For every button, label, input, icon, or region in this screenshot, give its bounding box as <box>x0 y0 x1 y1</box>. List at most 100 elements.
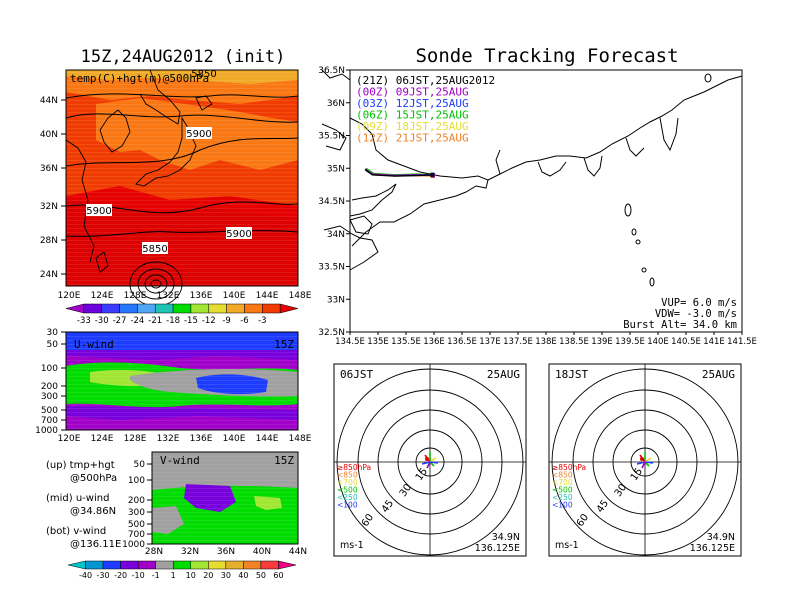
note-key: (up) tmp+hgt <box>46 460 115 471</box>
colorbar-label: -27 <box>113 316 127 326</box>
contour-label: 5850 <box>191 69 216 80</box>
lon-tick-label: 148E <box>289 434 312 444</box>
lat-tick-label: 40N <box>40 130 58 140</box>
lat-tick-label: 35.5N <box>318 132 345 142</box>
colorbar-label: -15 <box>184 316 198 326</box>
lat-tick-label: 36N <box>40 164 58 174</box>
right-title: Sonde Tracking Forecast <box>415 45 678 67</box>
polar-time: 06JST <box>340 368 373 381</box>
level-legend: <250 <box>552 493 573 502</box>
vwind-lat-ticks: 28N 32N 36N 40N 44N <box>145 547 307 557</box>
level-legend: ≥850hPa <box>337 463 371 472</box>
lon-tick-label: 141E <box>703 337 725 347</box>
colorbar-swatch <box>137 560 156 570</box>
lon-tick-label: 128E <box>124 434 147 444</box>
uwind-lon-ticks: 120E 124E 128E 132E 136E 140E 144E 148E <box>58 434 312 444</box>
level-legend: <100 <box>552 501 573 510</box>
hodograph-segment <box>426 461 431 469</box>
colorbar-swatch <box>119 303 138 314</box>
lat-tick-label: 36N <box>327 99 345 109</box>
level-legend: <700 <box>337 478 358 487</box>
p-tick-label: 100 <box>41 364 58 374</box>
legend-entry: (06Z) 15JST,25AUG <box>356 109 469 122</box>
lon-tick-label: 132E <box>157 291 180 301</box>
lon-tick-label: 139E <box>591 337 613 347</box>
lat-tick-label: 24N <box>40 270 58 280</box>
lon-tick-label: 137E <box>479 337 501 347</box>
lon-tick-label: 120E <box>58 291 81 301</box>
track-lon-ticks: 134.5E 135E 135.5E 136E 136.5E 137E 137.5E 138E… <box>335 332 757 347</box>
contour-label: 5900 <box>186 129 211 140</box>
track-legend: (21Z) 06JST,25AUG2012(00Z) 09JST,25AUG(0… <box>356 74 495 145</box>
colorbar-swatch <box>65 303 85 314</box>
vwind-label: V-wind <box>160 454 200 467</box>
lon-tick-label: 132E <box>157 434 180 444</box>
lat-tick-label: 34N <box>327 230 345 240</box>
lon-tick-label: 135.5E <box>391 337 421 347</box>
level-legend: <850 <box>552 471 573 480</box>
lon-tick-label: 124E <box>91 434 114 444</box>
colorbar-label: -40 <box>79 571 92 580</box>
lon-tick-label: 140E <box>223 434 246 444</box>
note-value: @136.11E <box>70 539 121 550</box>
colorbar-swatch <box>278 560 297 570</box>
polar-units: ms-1 <box>340 540 364 551</box>
polar-lon: 136.125E <box>690 543 735 554</box>
left-lat-ticks: 44N 40N 36N 32N 28N 24N <box>40 96 66 280</box>
p-tick-label: 500 <box>41 406 58 416</box>
param-text: VDW= -3.0 m/s <box>655 308 737 320</box>
colorbar-swatch <box>190 560 209 570</box>
polar-time: 18JST <box>555 368 588 381</box>
param-text: VUP= 6.0 m/s <box>661 297 737 309</box>
lon-tick-label: 136E <box>190 291 213 301</box>
lon-tick-label: 140.5E <box>671 337 701 347</box>
colorbar-label: 50 <box>256 571 266 580</box>
lat-tick-label: 44N <box>289 547 307 557</box>
track-lines <box>364 167 435 179</box>
lat-tick-label: 36N <box>217 547 235 557</box>
hodograph-segment <box>421 461 431 465</box>
p-tick-label: 200 <box>128 496 145 506</box>
colorbar-label: -1 <box>152 571 160 580</box>
lat-tick-label: 28N <box>40 236 58 246</box>
colorbar-label: 40 <box>238 571 248 580</box>
level-legend: ≥850hPa <box>552 463 586 472</box>
lon-tick-label: 136E <box>190 434 213 444</box>
legend-entry: (00Z) 09JST,25AUG <box>356 86 469 99</box>
p-tick-label: 50 <box>47 340 59 350</box>
lat-tick-label: 35N <box>327 164 345 174</box>
level-legend: <500 <box>337 486 358 495</box>
hodograph-marker <box>425 457 429 461</box>
lat-tick-label: 36.5N <box>318 66 345 76</box>
polar-lat: 34.9N <box>707 532 735 543</box>
vwind-time: 15Z <box>274 454 294 467</box>
lat-tick-label: 32N <box>40 202 58 212</box>
p-tick-label: 700 <box>128 530 145 540</box>
uwind-label: U-wind <box>74 338 114 351</box>
polar-panel-06jst: 06JST 25AUG34.9N136.125Ems-115304560≥850h… <box>333 363 527 557</box>
lat-tick-label: 32N <box>181 547 199 557</box>
track-lat-ticks: 36.5N 36N 35.5N 35N 34.5N 34N 33.5N 33N 32.5N <box>318 66 350 338</box>
panel-notes: (up) tmp+hgt @500hPa (mid) u-wind @34.86N (b… <box>46 460 121 550</box>
uwind-panel: U-wind 15Z <box>65 331 299 431</box>
lon-tick-label: 137.5E <box>503 337 533 347</box>
wind-colorbar: -40 -30 -20 -10 -1 1 10 20 30 40 50 60 <box>67 560 297 580</box>
hodograph-segment <box>644 461 654 464</box>
colorbar-label: -20 <box>114 571 127 580</box>
left-lon-ticks: 120E 124E 128E 132E 136E 140E 144E 148E <box>58 291 312 301</box>
p-tick-label: 700 <box>41 416 58 426</box>
colorbar-swatch <box>262 303 281 314</box>
level-legend: <100 <box>337 501 358 510</box>
colorbar-swatch <box>243 560 262 570</box>
track-end-marker <box>430 172 435 177</box>
lat-tick-label: 33.5N <box>318 263 345 273</box>
level-legend: <250 <box>337 493 358 502</box>
lon-tick-label: 139.5E <box>615 337 645 347</box>
colorbar-swatch <box>244 303 263 314</box>
colorbar-swatch <box>190 303 210 314</box>
colorbar-swatch <box>154 303 174 314</box>
